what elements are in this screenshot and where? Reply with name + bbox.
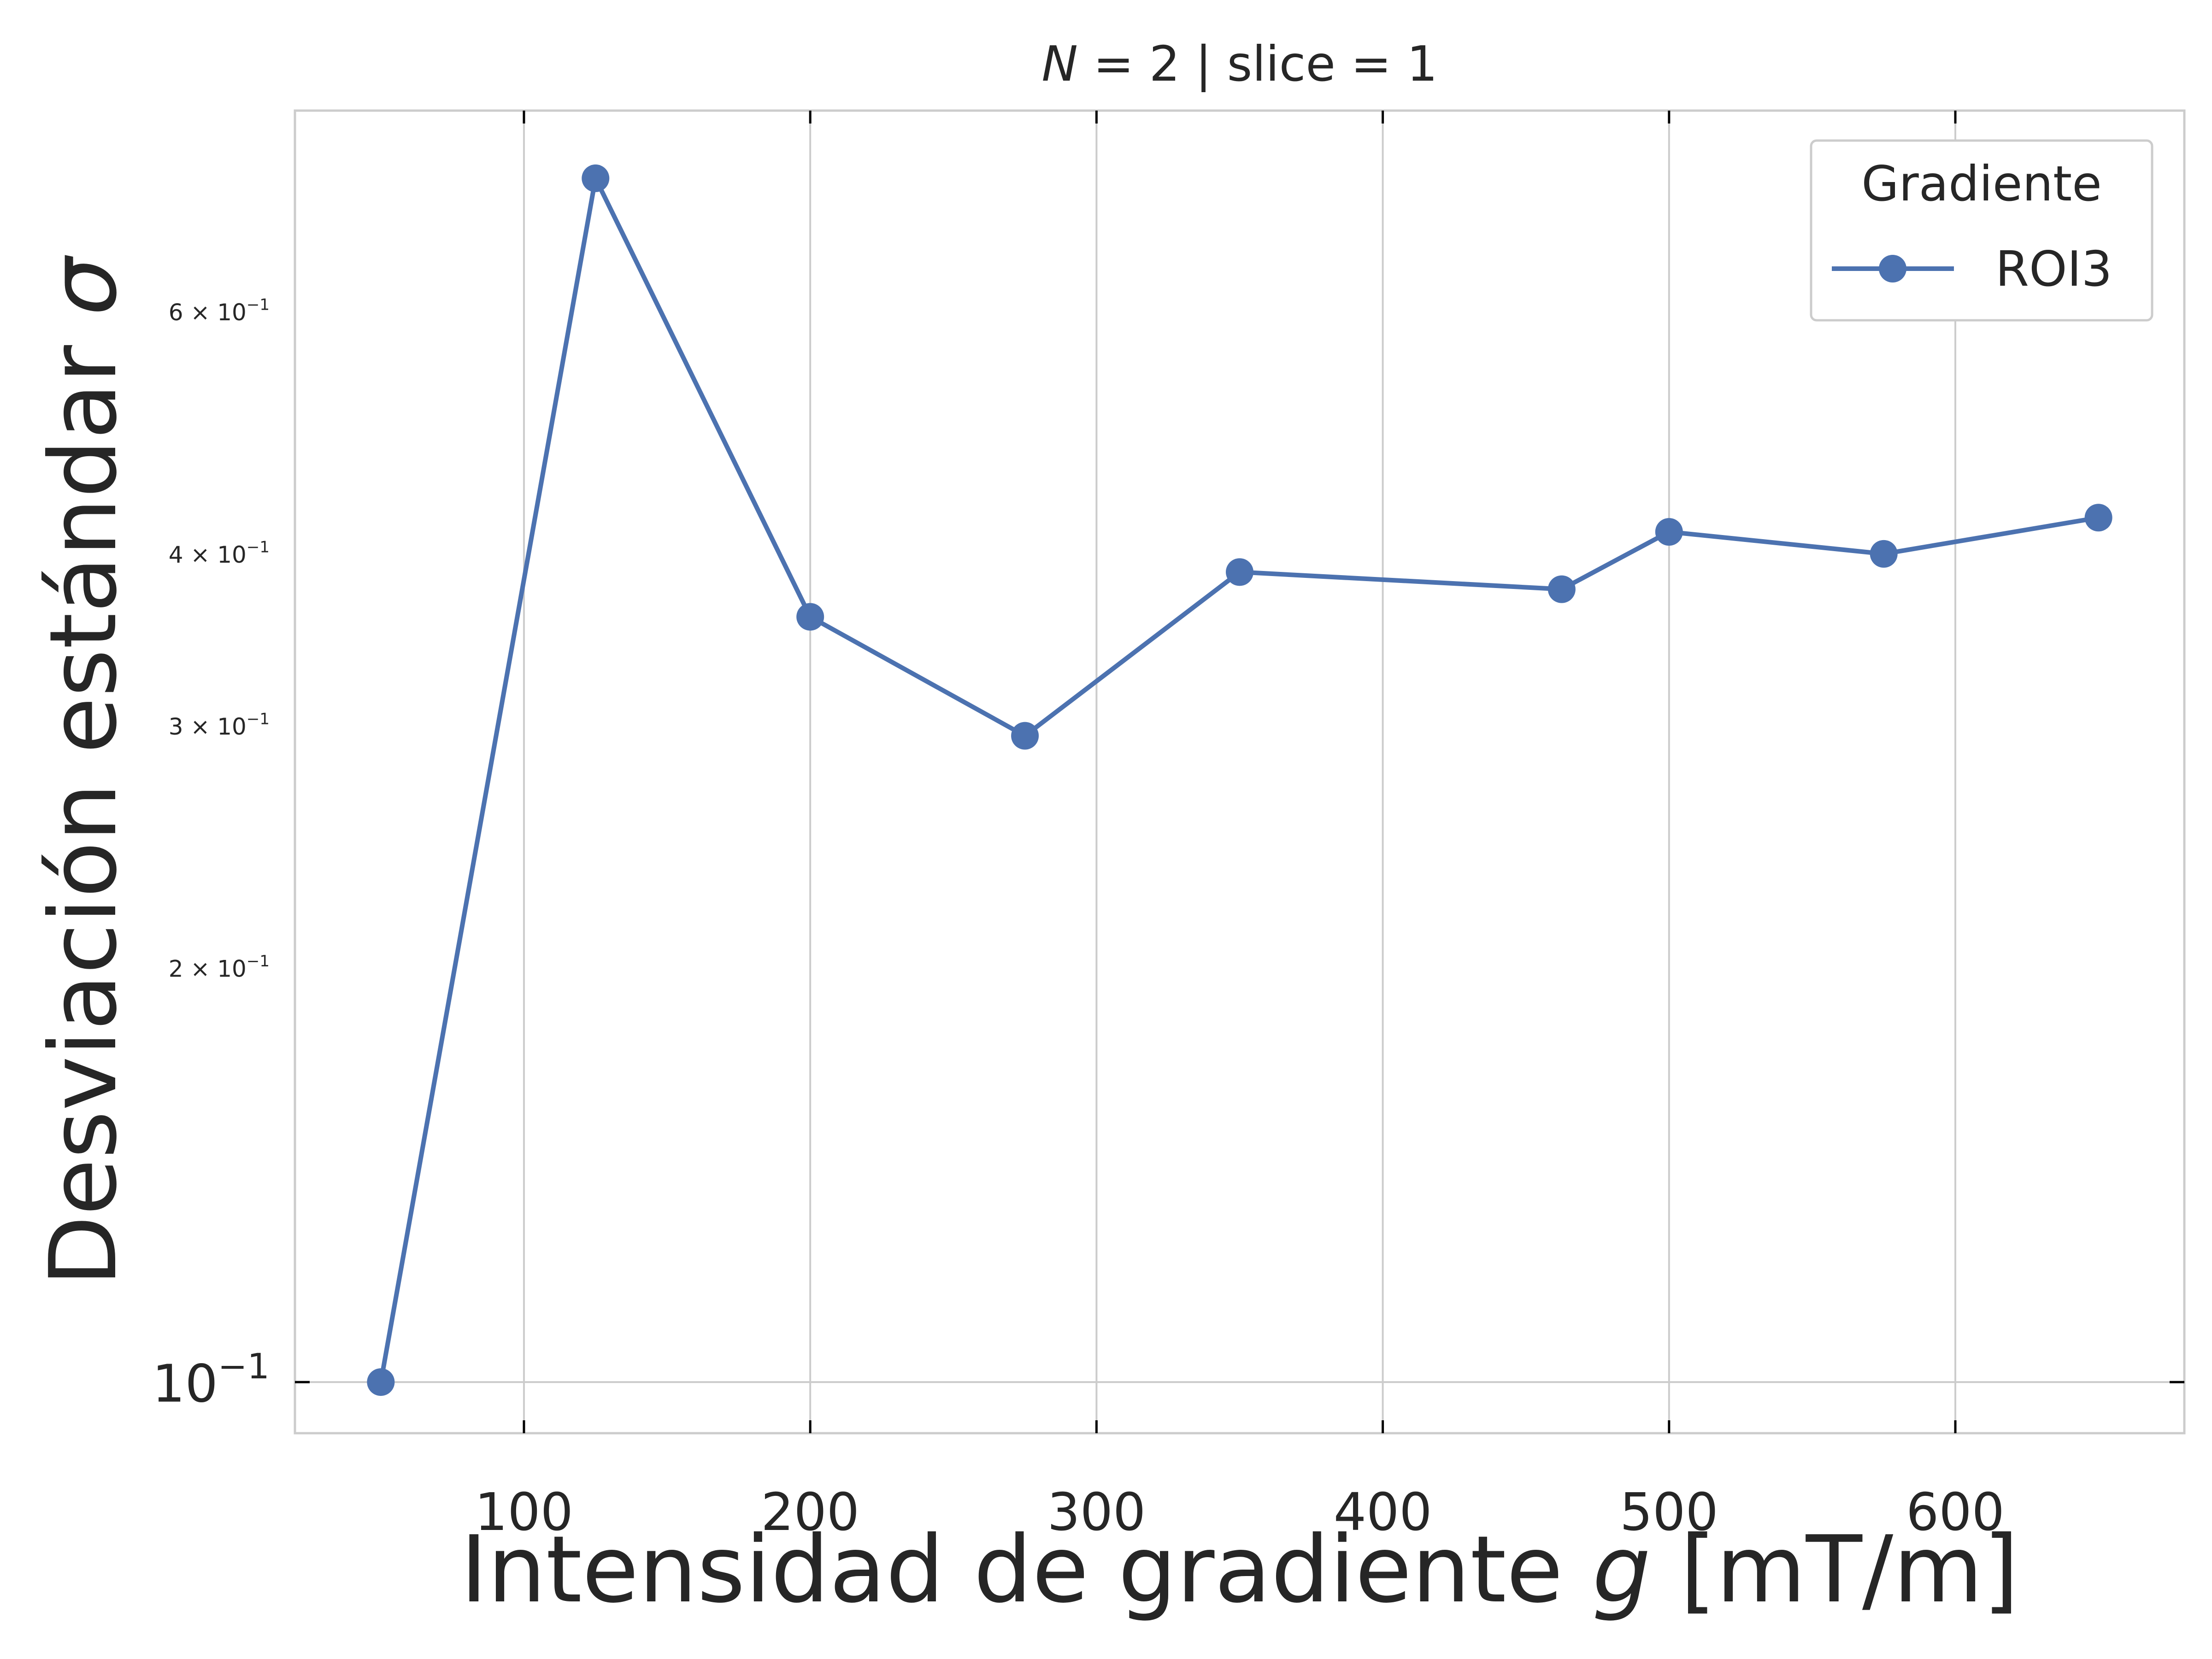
y-minor-tick-label-mantissa: 4 × [169,541,218,568]
y-major-tick-label-base: 10 [152,1354,218,1414]
x-tick-label: 200 [761,1483,859,1542]
y-major-tick-label: 10−1 [152,1346,270,1414]
y-minor-tick-label: 2 × 10−1 [169,952,270,982]
y-minor-tick-label: 4 × 10−1 [169,538,270,568]
legend-title: Gradiente [1861,156,2102,212]
data-point [367,1368,395,1396]
data-point [1011,722,1039,750]
y-minor-tick-label-base: 10 [217,541,247,568]
legend: Gradiente ROI3 [1810,139,2153,322]
y-minor-tick-label-base: 10 [217,299,247,326]
y-minor-tick-label-exponent: −1 [247,710,270,728]
x-tick-label: 100 [475,1483,573,1542]
y-minor-tick-label: 3 × 10−1 [169,710,270,740]
y-minor-tick-label-exponent: −1 [247,538,270,556]
series-line-roi3 [378,176,2101,1385]
x-tick-label: 500 [1620,1483,1718,1542]
series-layer [367,164,2112,1396]
data-point [2084,504,2112,532]
y-minor-tick-label-exponent: −1 [247,952,270,971]
data-point [1547,575,1576,603]
y-minor-tick-label-mantissa: 3 × [169,713,218,740]
y-minor-tick-label: 6 × 10−1 [169,296,270,326]
plot-area-frame [294,109,2186,1435]
y-minor-tick-label-base: 10 [217,955,247,982]
y-minor-tick-label-mantissa: 2 × [169,955,218,982]
data-point [796,603,824,631]
y-minor-tick-label-exponent: −1 [247,296,270,314]
y-major-tick-label-exponent: −1 [218,1346,270,1387]
x-tick-label: 600 [1906,1483,2005,1542]
legend-label-roi3: ROI3 [1995,241,2112,297]
x-tick-label: 300 [1047,1483,1146,1542]
chart-title: N = 2 | slice = 1 [1041,36,1437,93]
y-axis-label: Desviación estándar σ [30,255,137,1286]
x-axis-label: Intensidad de gradiente g [mT/m] [460,1516,2019,1624]
x-tick-label: 400 [1334,1483,1432,1542]
grid-lines [295,111,2184,1433]
data-point [1226,558,1253,586]
legend-marker-swatch [1879,255,1906,282]
y-minor-tick-label-mantissa: 6 × [169,299,218,326]
y-minor-tick-label-base: 10 [217,713,247,740]
data-point [1655,518,1683,546]
data-point [582,164,610,192]
data-point [1870,540,1898,568]
